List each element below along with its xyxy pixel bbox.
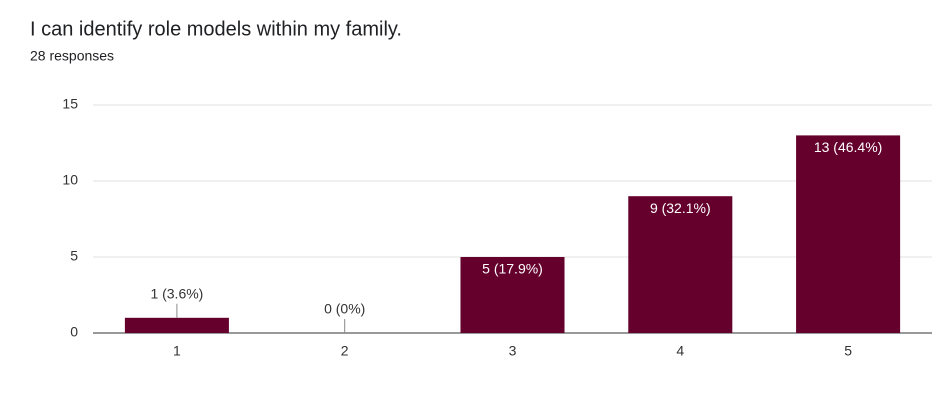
x-tick-label: 2 <box>341 343 349 359</box>
data-label: 5 (17.9%) <box>482 261 543 277</box>
x-tick-label: 3 <box>509 343 517 359</box>
data-label: 0 (0%) <box>324 301 365 317</box>
y-tick-label: 15 <box>62 96 78 112</box>
chart-subtitle: 28 responses <box>30 48 114 64</box>
y-tick-label: 5 <box>70 248 78 264</box>
y-tick-label: 10 <box>62 172 78 188</box>
bar <box>796 135 901 333</box>
data-label: 1 (3.6%) <box>150 286 203 302</box>
x-tick-label: 4 <box>676 343 684 359</box>
data-label: 13 (46.4%) <box>814 139 882 155</box>
bar <box>460 257 565 333</box>
bar <box>628 196 733 333</box>
x-tick-label: 1 <box>173 343 181 359</box>
bar <box>124 317 229 333</box>
chart-title: I can identify role models within my fam… <box>30 18 402 40</box>
y-tick-label: 0 <box>70 324 78 340</box>
x-tick-label: 5 <box>844 343 852 359</box>
data-label: 9 (32.1%) <box>650 200 711 216</box>
